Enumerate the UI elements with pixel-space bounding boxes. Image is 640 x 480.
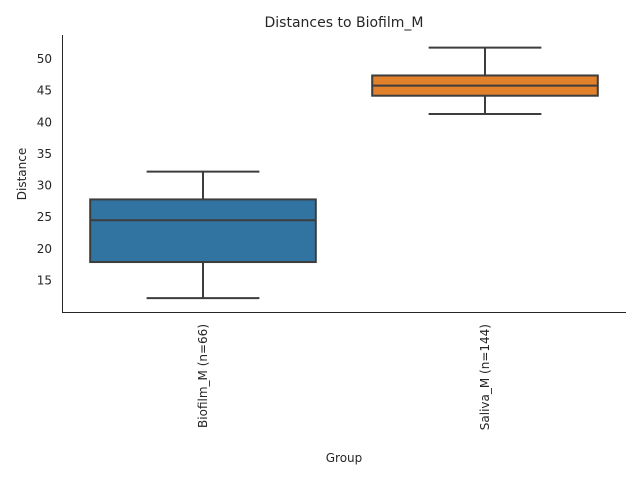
x-axis-label: Group [326, 451, 363, 465]
plot-area [89, 46, 599, 300]
y-tick-label-2: 25 [37, 210, 52, 224]
y-tick-label-3: 30 [37, 179, 52, 193]
box-0 [89, 198, 317, 264]
y-axis-ticks: 15 20 25 30 35 40 45 50 [37, 52, 52, 287]
box-group-1 [371, 46, 599, 116]
x-tick-label-1: Saliva_M (n=144) [478, 324, 492, 430]
y-tick-label-0: 15 [37, 273, 52, 287]
box-group-0 [89, 170, 317, 300]
x-axis-ticks: Biofilm_M (n=66) Saliva_M (n=144) [196, 324, 492, 430]
y-tick-label-4: 35 [37, 147, 52, 161]
y-tick-label-1: 20 [37, 242, 52, 256]
y-tick-label-5: 40 [37, 115, 52, 129]
y-tick-label-7: 50 [37, 52, 52, 66]
y-axis-label: Distance [15, 148, 29, 200]
chart-title: Distances to Biofilm_M [265, 15, 424, 31]
y-tick-label-6: 45 [37, 84, 52, 98]
x-tick-label-0: Biofilm_M (n=66) [196, 324, 210, 428]
